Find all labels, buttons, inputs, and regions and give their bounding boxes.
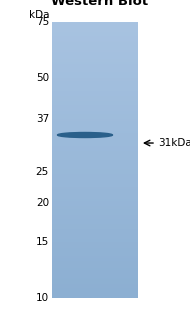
Ellipse shape bbox=[58, 133, 112, 138]
Text: 37: 37 bbox=[36, 114, 49, 124]
Text: 10: 10 bbox=[36, 293, 49, 303]
Text: kDa: kDa bbox=[28, 10, 49, 20]
Text: 75: 75 bbox=[36, 17, 49, 27]
Text: 15: 15 bbox=[36, 237, 49, 248]
Text: Western Blot: Western Blot bbox=[51, 0, 149, 8]
Text: 20: 20 bbox=[36, 198, 49, 208]
Text: 25: 25 bbox=[36, 167, 49, 177]
Text: 50: 50 bbox=[36, 73, 49, 83]
Text: 31kDa: 31kDa bbox=[158, 138, 190, 148]
